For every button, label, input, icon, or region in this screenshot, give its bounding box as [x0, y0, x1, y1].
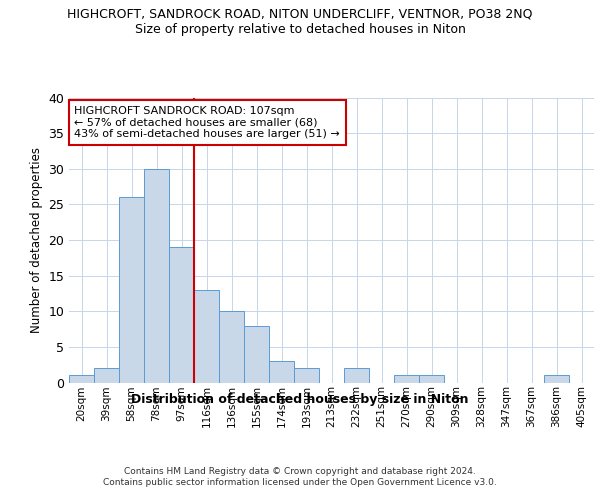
Bar: [69, 376, 94, 382]
Bar: [344, 368, 369, 382]
Bar: [244, 326, 269, 382]
Text: Distribution of detached houses by size in Niton: Distribution of detached houses by size …: [131, 392, 469, 406]
Text: Contains HM Land Registry data © Crown copyright and database right 2024.
Contai: Contains HM Land Registry data © Crown c…: [103, 468, 497, 487]
Y-axis label: Number of detached properties: Number of detached properties: [30, 147, 43, 333]
Text: HIGHCROFT SANDROCK ROAD: 107sqm
← 57% of detached houses are smaller (68)
43% of: HIGHCROFT SANDROCK ROAD: 107sqm ← 57% of…: [74, 106, 340, 140]
Bar: [269, 361, 294, 382]
Bar: [219, 311, 244, 382]
Bar: [94, 368, 119, 382]
Bar: [194, 290, 219, 382]
Text: Size of property relative to detached houses in Niton: Size of property relative to detached ho…: [134, 22, 466, 36]
Bar: [419, 376, 444, 382]
Bar: [394, 376, 419, 382]
Bar: [294, 368, 319, 382]
Text: HIGHCROFT, SANDROCK ROAD, NITON UNDERCLIFF, VENTNOR, PO38 2NQ: HIGHCROFT, SANDROCK ROAD, NITON UNDERCLI…: [67, 8, 533, 20]
Bar: [119, 197, 144, 382]
Bar: [169, 247, 194, 382]
Bar: [544, 376, 569, 382]
Bar: [144, 169, 169, 382]
